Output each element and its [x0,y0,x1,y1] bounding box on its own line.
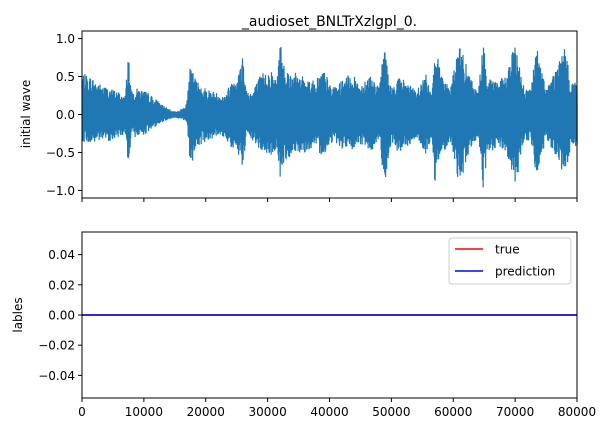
labels-x-tick-label: 0 [78,405,86,419]
labels-x-tick-label: 30000 [249,405,287,419]
labels-x-tick-label: 80000 [558,405,596,419]
wave-y-tick-label: 0.5 [56,70,75,84]
labels-x-tick-label: 40000 [310,405,348,419]
labels-y-tick-label: 0.04 [48,248,75,262]
wave-y-tick-label: 0.0 [56,108,75,122]
wave-y-tick-label: −1.0 [46,184,75,198]
labels-y-tick-label: 0.02 [48,278,75,292]
labels-x-tick-label: 10000 [125,405,163,419]
wave-y-tick-label: −0.5 [46,146,75,160]
labels-x-tick-label: 50000 [372,405,410,419]
wave-title: _audioset_BNLTrXzlgpl_0. [241,14,417,30]
wave-ylabel: initial wave [19,80,33,148]
labels-x-tick-label: 70000 [496,405,534,419]
labels-y-tick-label: 0.00 [48,309,75,323]
labels-y-tick-label: −0.04 [38,369,75,383]
wave-y-axis: 1.0 0.5 0.0 −0.5 −1.0 [46,32,82,198]
labels-ylabel: lables [11,297,25,332]
labels-x-tick-label: 60000 [434,405,472,419]
labels-x-tick-label: 20000 [187,405,225,419]
wave-series-line [81,47,578,188]
wave-plot-area [81,47,578,188]
wave-x-axis [81,198,578,202]
wave-axes: _audioset_BNLTrXzlgpl_0. 1.0 0.5 0.0 −0.5 −1… [19,14,578,202]
legend-prediction-label: prediction [495,265,555,279]
wave-y-tick-label: 1.0 [56,32,75,46]
labels-y-axis: 0.04 0.02 0.00 −0.02 −0.04 [38,248,82,383]
labels-y-tick-label: −0.02 [38,339,75,353]
labels-axes: 0.04 0.02 0.00 −0.02 −0.04 0 10000 20000 30000 4… [11,231,596,419]
legend: true prediction [448,237,572,285]
labels-x-axis: 0 10000 20000 30000 40000 50000 60000 70000 8000… [78,398,596,419]
legend-true-label: true [495,243,520,257]
